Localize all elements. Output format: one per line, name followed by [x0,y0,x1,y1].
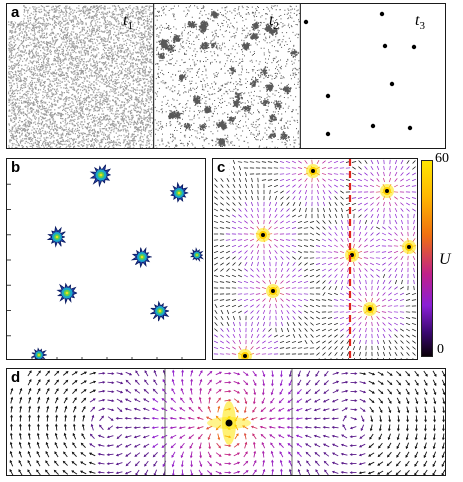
cluster-dot [370,123,376,129]
vector-arrows [9,369,445,475]
snapshot-t1-particles [8,5,154,148]
snapshot-t2-particles [154,5,301,148]
cluster-density-map [7,164,204,359]
panel-c: c [212,158,418,360]
potential-vector-field [213,159,417,359]
frame-ticks [7,183,183,359]
panel-d: d [6,368,446,476]
cluster-dot [379,11,385,17]
snapshot-strip [8,4,417,148]
colorbar-max-label: 60 [435,151,449,166]
snapshot-t3-label: t3 [415,12,425,33]
density-cluster [169,181,189,203]
density-cluster [150,300,170,322]
panel-a-label: a [7,4,24,21]
cluster-dot [407,125,413,131]
cluster-center [266,284,280,298]
density-cluster [89,164,112,188]
snapshot-t2-label: t2 [269,12,279,33]
cluster-dot [382,43,388,49]
vector-arrows [213,159,417,359]
panel-b-label: b [7,159,25,176]
density-cluster [46,225,66,248]
colorbar-title: U [439,251,451,268]
cluster-center [345,248,359,262]
cluster-center [306,164,320,178]
cluster-dot [325,93,331,99]
snapshot-t3-clusters [303,11,417,137]
panel-c-label: c [213,159,230,176]
colorbar-min-label: 0 [437,342,444,357]
cluster-center [256,228,270,242]
density-cluster [31,347,47,359]
panel-b: b [6,158,206,360]
cluster-dot [389,81,395,87]
cluster-center [402,240,416,254]
cluster-dot [303,19,309,25]
two-cluster-vector-field [9,369,445,475]
cluster-center [380,184,394,198]
density-cluster [189,247,204,262]
snapshot-t1-label: t1 [123,12,133,33]
density-cluster [130,247,152,269]
cluster-center [238,349,252,359]
colorbar [421,160,433,357]
cluster-dot [411,44,417,50]
density-cluster [56,282,78,305]
source-center [225,419,233,427]
cluster-center [363,302,377,316]
cluster-dot [325,131,331,137]
panel-d-label: d [7,369,25,386]
panel-a: a t1 t2 t3 [6,3,446,149]
